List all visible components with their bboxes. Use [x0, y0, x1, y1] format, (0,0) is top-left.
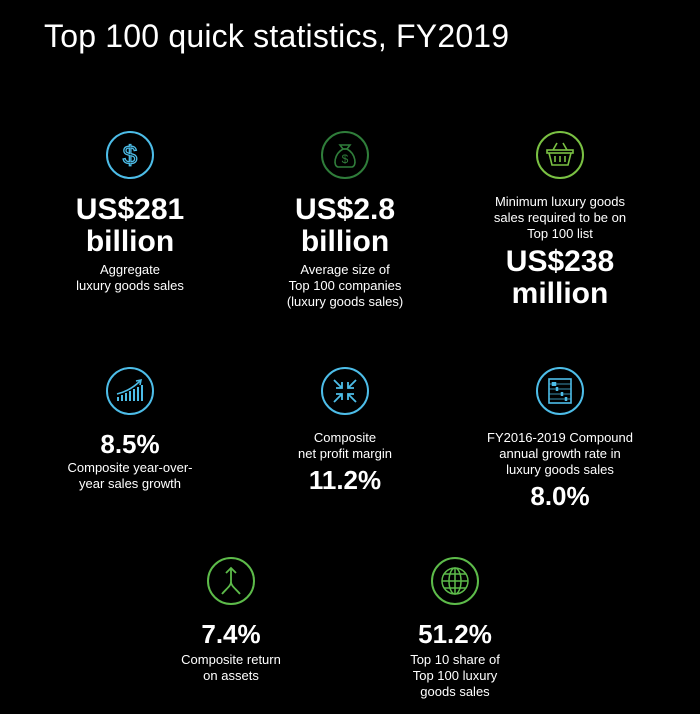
dollar-icon: $ — [105, 130, 155, 180]
svg-text:$: $ — [123, 140, 138, 170]
stat-minimum-sales: Minimum luxury goods sales required to b… — [455, 130, 665, 310]
stat-description: FY2016-2019 Compound annual growth rate … — [487, 430, 633, 477]
stat-aggregate-sales: $ US$281 billion Aggregate luxury goods … — [25, 130, 235, 294]
compress-arrows-icon — [320, 366, 370, 416]
stat-value: 11.2% — [308, 465, 382, 495]
stat-value: US$281 billion — [75, 193, 185, 258]
growth-chart-icon — [105, 366, 155, 416]
stat-description: Composite year-over- year sales growth — [67, 460, 193, 491]
stat-value: US$238 million — [505, 245, 615, 310]
stat-description: Composite return on assets — [181, 652, 281, 683]
stat-description: Composite net profit margin — [298, 430, 392, 461]
stat-description: Average size of Top 100 companies (luxur… — [286, 262, 404, 309]
stat-description: Aggregate luxury goods sales — [76, 262, 184, 293]
abacus-icon — [535, 366, 585, 416]
stat-description: Minimum luxury goods sales required to b… — [493, 194, 627, 241]
stat-top10-share: 51.2% Top 10 share of Top 100 luxury goo… — [350, 556, 560, 700]
stat-net-profit-margin: Composite net profit margin 11.2% — [240, 366, 450, 494]
stat-value: US$2.8 billion — [294, 193, 396, 258]
svg-text:$: $ — [342, 152, 349, 166]
globe-icon — [430, 556, 480, 606]
merge-arrow-icon — [206, 556, 256, 606]
page-title: Top 100 quick statistics, FY2019 — [44, 18, 510, 54]
stat-value: 8.5% — [100, 429, 160, 459]
money-bag-icon: $ — [320, 130, 370, 180]
stat-average-size: $ US$2.8 billion Average size of Top 100… — [240, 130, 450, 310]
stat-cagr: FY2016-2019 Compound annual growth rate … — [455, 366, 665, 510]
stat-return-on-assets: 7.4% Composite return on assets — [126, 556, 336, 684]
stat-value: 7.4% — [201, 619, 261, 649]
stat-value: 51.2% — [418, 619, 492, 649]
stat-sales-growth: 8.5% Composite year-over- year sales gro… — [25, 366, 235, 492]
stat-value: 8.0% — [530, 481, 590, 511]
stat-description: Top 10 share of Top 100 luxury goods sal… — [410, 652, 500, 699]
shopping-basket-icon — [535, 130, 585, 180]
